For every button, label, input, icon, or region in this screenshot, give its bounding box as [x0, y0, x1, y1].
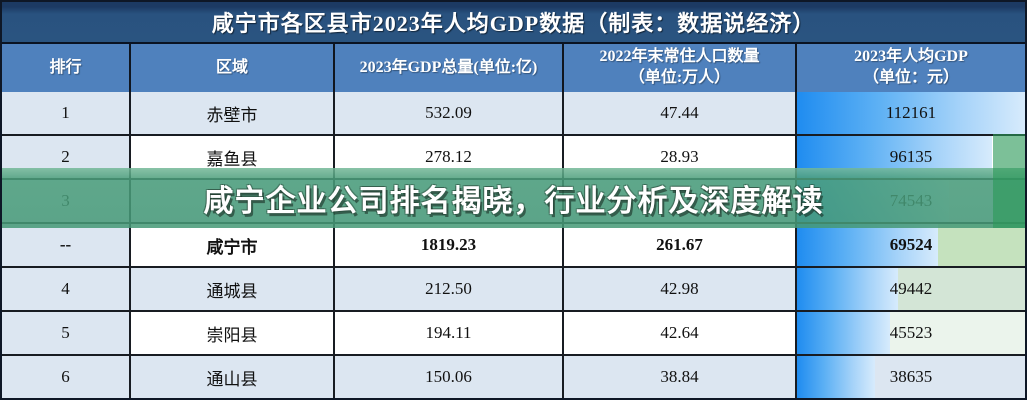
table-row: 6 通山县 150.06 38.84 38635	[2, 356, 1025, 398]
promo-banner-text: 咸宁企业公司排名揭晓，行业分析及深度解读	[203, 185, 824, 218]
column-header-sublabel: （单位:万人）	[628, 69, 731, 86]
table-row: 4 通城县 212.50 42.98 49442	[2, 268, 1025, 312]
table-body: 1 赤壁市 532.09 47.44 112161 2 嘉鱼县 278.12 28.93 9613…	[2, 92, 1025, 398]
column-header-2: 2023年GDP总量(单位:亿)	[335, 44, 564, 92]
per-capita-value: 69524	[889, 235, 933, 254]
region-cell: 通山县	[131, 356, 335, 398]
region-cell: 崇阳县	[131, 312, 335, 354]
column-header-sublabel: （单位：元）	[862, 69, 959, 86]
data-bar	[797, 356, 876, 398]
promo-banner-strip	[2, 168, 1025, 228]
region-cell: 咸宁市	[131, 224, 335, 266]
column-header-3: 2022年末常住人口数量 （单位:万人）	[564, 44, 797, 92]
column-header-1: 区域	[131, 44, 335, 92]
population-cell: 38.84	[564, 356, 797, 398]
region-cell: 赤壁市	[131, 92, 335, 134]
column-header-4: 2023年人均GDP （单位：元）	[797, 44, 1025, 92]
rank-cell: 6	[2, 356, 131, 398]
table-title-bar: 咸宁市各区县市2023年人均GDP数据（制表：数据说经济）	[2, 2, 1025, 44]
gdp-cell: 212.50	[335, 268, 564, 310]
rank-cell: 5	[2, 312, 131, 354]
population-cell: 47.44	[564, 92, 797, 134]
data-bar	[797, 224, 939, 266]
per-capita-cell: 49442	[797, 268, 1025, 310]
green-watermark-block	[993, 134, 1025, 228]
table-row: 5 崇阳县 194.11 42.64 45523	[2, 312, 1025, 356]
column-header-label: 区域	[215, 58, 248, 76]
column-header-label: 2023年人均GDP	[854, 48, 968, 66]
table-row: -- 咸宁市 1819.23 261.67 69524	[2, 224, 1025, 268]
table-title: 咸宁市各区县市2023年人均GDP数据（制表：数据说经济）	[211, 11, 816, 36]
per-capita-cell: 112161	[797, 92, 1025, 134]
per-capita-value: 45523	[889, 323, 933, 342]
per-capita-value: 38635	[889, 367, 933, 386]
data-bar	[797, 312, 890, 354]
gdp-cell: 532.09	[335, 92, 564, 134]
per-capita-value: 96135	[889, 147, 933, 166]
per-capita-value: 49442	[889, 279, 933, 298]
column-header-label: 2022年末常住人口数量	[599, 48, 760, 66]
column-header-label: 排行	[49, 58, 82, 76]
population-cell: 42.98	[564, 268, 797, 310]
data-bar	[797, 268, 898, 310]
rank-cell: --	[2, 224, 131, 266]
per-capita-cell: 45523	[797, 312, 1025, 354]
population-cell: 261.67	[564, 224, 797, 266]
data-bar	[797, 92, 1025, 134]
gdp-cell: 194.11	[335, 312, 564, 354]
per-capita-value: 112161	[885, 103, 937, 122]
rank-cell: 4	[2, 268, 131, 310]
gdp-cell: 1819.23	[335, 224, 564, 266]
column-header-label: 2023年GDP总量(单位:亿)	[359, 58, 538, 76]
column-header-0: 排行	[2, 44, 131, 92]
per-capita-cell: 38635	[797, 356, 1025, 398]
table-row: 1 赤壁市 532.09 47.44 112161	[2, 92, 1025, 136]
header-row: 排行 区域 2023年GDP总量(单位:亿) 2022年末常住人口数量 （单位:万人） 2…	[2, 44, 1025, 94]
population-cell: 42.64	[564, 312, 797, 354]
region-cell: 通城县	[131, 268, 335, 310]
gdp-cell: 150.06	[335, 356, 564, 398]
rank-cell: 1	[2, 92, 131, 134]
per-capita-cell: 69524	[797, 224, 1025, 266]
